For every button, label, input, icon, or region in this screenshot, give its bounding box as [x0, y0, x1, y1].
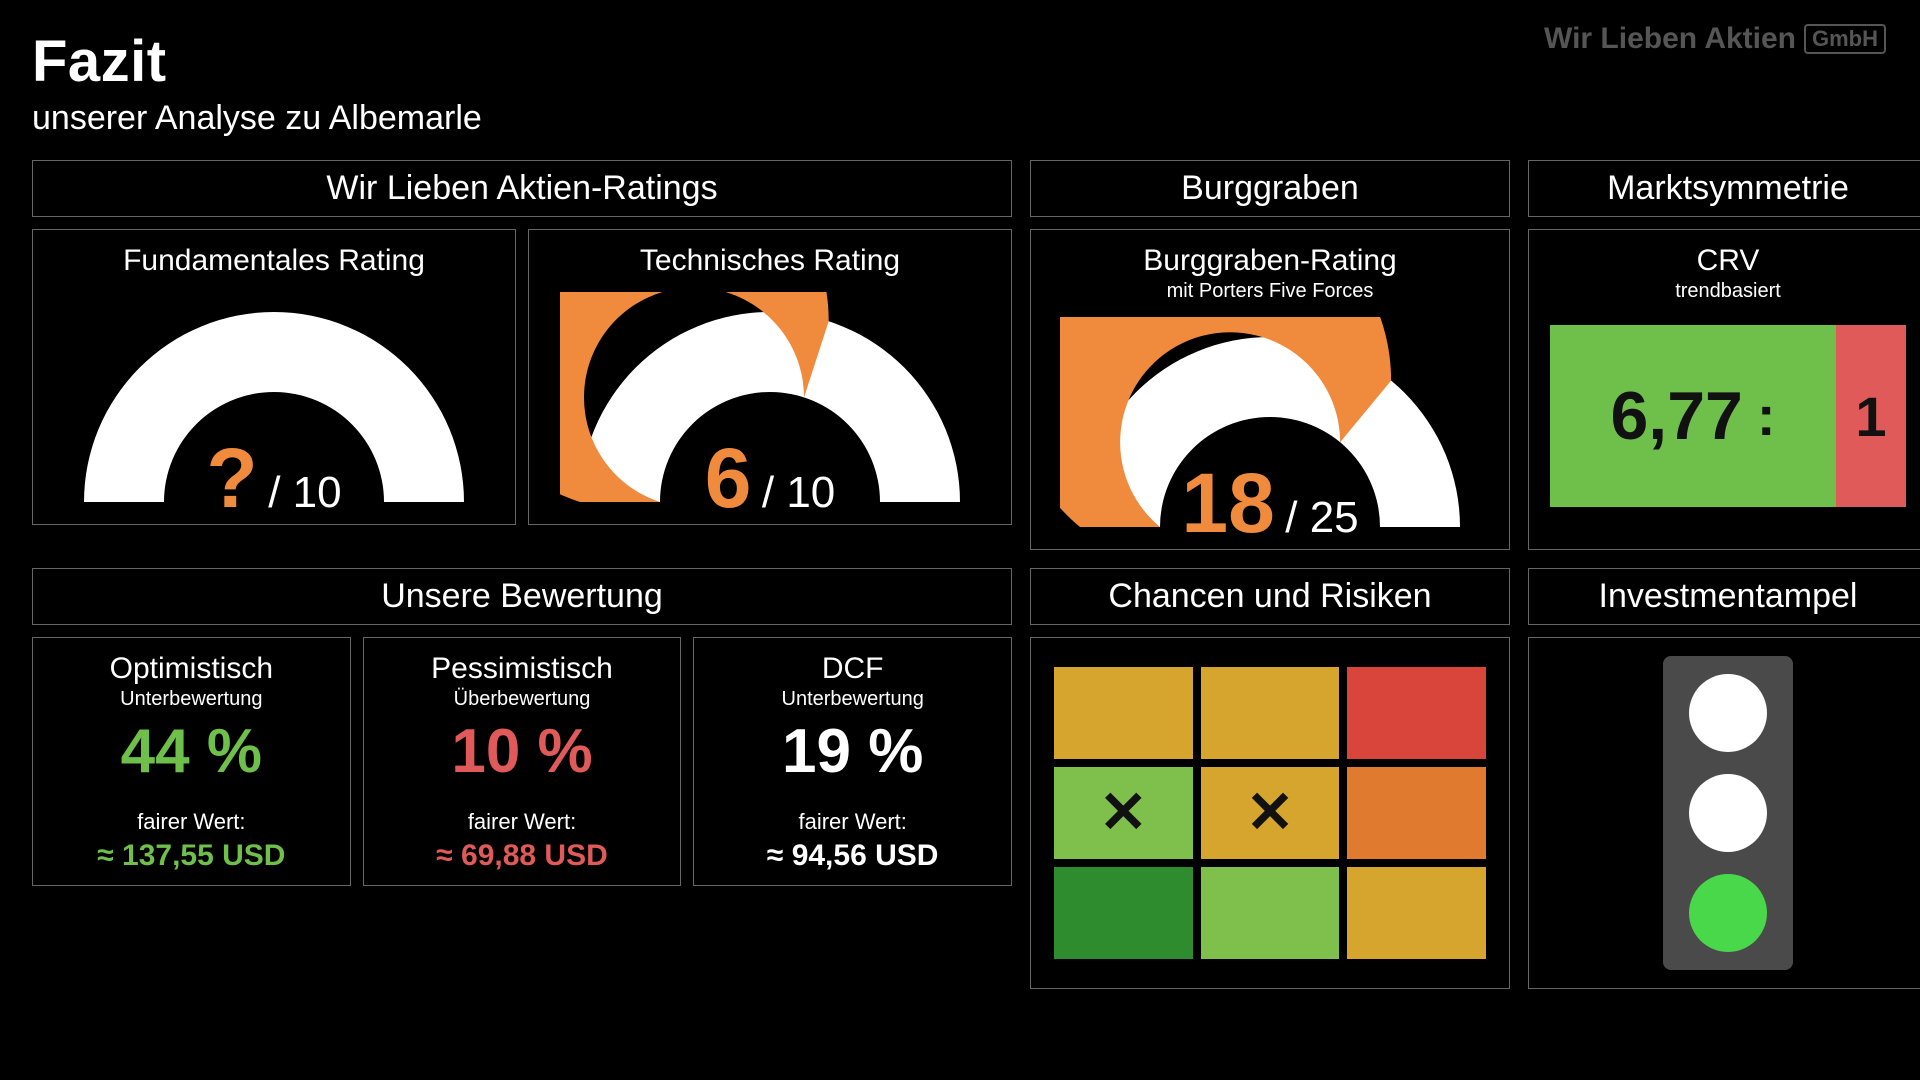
crv-sub: trendbasiert [1675, 280, 1781, 303]
symmetry-section: Marktsymmetrie CRV trendbasiert 6,77 : 1 [1528, 160, 1920, 550]
technical-score: 6 [705, 441, 752, 517]
valuation-card-title: DCF [822, 652, 884, 686]
crv-right: 1 [1836, 325, 1906, 507]
moat-title: Burggraben-Rating [1143, 244, 1397, 278]
crv-colon: : [1757, 388, 1776, 444]
valuation-card-sub: Überbewertung [454, 688, 591, 711]
valuation-card-sub: Unterbewertung [782, 688, 924, 711]
crv-left: 6,77 : [1550, 325, 1836, 507]
main-grid: Wir Lieben Aktien-Ratings Fundamentales … [32, 160, 1888, 989]
moat-denom: / 25 [1285, 493, 1358, 543]
technical-gauge: 6 / 10 [539, 292, 1001, 512]
symmetry-header: Marktsymmetrie [1528, 160, 1920, 217]
risk-cell [1343, 763, 1490, 863]
valuation-card: Optimistisch Unterbewertung 44 % fairer … [32, 637, 351, 886]
valuation-card-pct: 19 % [782, 721, 923, 783]
valuation-card: DCF Unterbewertung 19 % fairer Wert: ≈ 9… [693, 637, 1012, 886]
fair-value-label: fairer Wert: [798, 809, 906, 835]
traffic-light [1663, 656, 1793, 970]
valuation-header: Unsere Bewertung [32, 568, 1012, 625]
fair-value: ≈ 137,55 USD [97, 839, 285, 873]
moat-sub: mit Porters Five Forces [1167, 280, 1374, 303]
risk-cell: ✕ [1050, 763, 1197, 863]
tlight-header: Investmentampel [1528, 568, 1920, 625]
ratings-header: Wir Lieben Aktien-Ratings [32, 160, 1012, 217]
traffic-lamp [1689, 874, 1767, 952]
crv-box: 6,77 : 1 [1550, 325, 1906, 507]
risk-cell [1050, 863, 1197, 963]
moat-header: Burggraben [1030, 160, 1510, 217]
risk-cell [1343, 663, 1490, 763]
fair-value: ≈ 69,88 USD [436, 839, 608, 873]
fundamental-denom: / 10 [268, 468, 341, 518]
risk-matrix: ✕✕ [1050, 663, 1490, 963]
page-root: Wir Lieben Aktien GmbH Fazit unserer Ana… [0, 0, 1920, 1080]
traffic-lamp [1689, 674, 1767, 752]
crv-right-value: 1 [1855, 384, 1886, 449]
fundamental-gauge: ? / 10 [43, 292, 505, 512]
valuation-card-pct: 44 % [121, 721, 262, 783]
valuation-card-sub: Unterbewertung [120, 688, 262, 711]
fair-value: ≈ 94,56 USD [767, 839, 939, 873]
risk-mark-icon: ✕ [1099, 784, 1148, 842]
risk-cell [1197, 663, 1344, 763]
valuation-card-title: Pessimistisch [431, 652, 613, 686]
page-subtitle: unserer Analyse zu Albemarle [32, 99, 1888, 138]
technical-denom: / 10 [762, 468, 835, 518]
valuation-card-title: Optimistisch [110, 652, 273, 686]
valuation-card: Pessimistisch Überbewertung 10 % fairer … [363, 637, 682, 886]
moat-section: Burggraben Burggraben-Rating mit Porters… [1030, 160, 1510, 550]
fundamental-score: ? [206, 441, 257, 517]
crv-left-value: 6,77 [1610, 382, 1742, 450]
crv-title: CRV [1697, 244, 1760, 278]
tlight-panel [1528, 637, 1920, 989]
risk-cell [1343, 863, 1490, 963]
technical-panel: Technisches Rating 6 / 10 [528, 229, 1012, 525]
risks-header: Chancen und Risiken [1030, 568, 1510, 625]
fair-value-label: fairer Wert: [137, 809, 245, 835]
valuation-card-pct: 10 % [451, 721, 592, 783]
risk-cell [1197, 863, 1344, 963]
technical-title: Technisches Rating [640, 244, 900, 278]
moat-gauge: 18 / 25 [1041, 317, 1499, 537]
moat-score: 18 [1181, 466, 1274, 542]
tlight-section: Investmentampel [1528, 568, 1920, 989]
risk-cell [1050, 663, 1197, 763]
brand-badge: GmbH [1804, 24, 1886, 54]
risks-section: Chancen und Risiken ✕✕ [1030, 568, 1510, 989]
risk-cell: ✕ [1197, 763, 1344, 863]
brand-name: Wir Lieben Aktien [1544, 22, 1796, 56]
fundamental-title: Fundamentales Rating [123, 244, 425, 278]
fair-value-label: fairer Wert: [468, 809, 576, 835]
fundamental-panel: Fundamentales Rating ? / 10 [32, 229, 516, 525]
ratings-section: Wir Lieben Aktien-Ratings Fundamentales … [32, 160, 1012, 550]
valuation-section: Unsere Bewertung Optimistisch Unterbewer… [32, 568, 1012, 989]
traffic-lamp [1689, 774, 1767, 852]
brand-logo: Wir Lieben Aktien GmbH [1544, 22, 1886, 56]
symmetry-panel: CRV trendbasiert 6,77 : 1 [1528, 229, 1920, 550]
moat-panel: Burggraben-Rating mit Porters Five Force… [1030, 229, 1510, 550]
risks-panel: ✕✕ [1030, 637, 1510, 989]
risk-mark-icon: ✕ [1246, 784, 1295, 842]
